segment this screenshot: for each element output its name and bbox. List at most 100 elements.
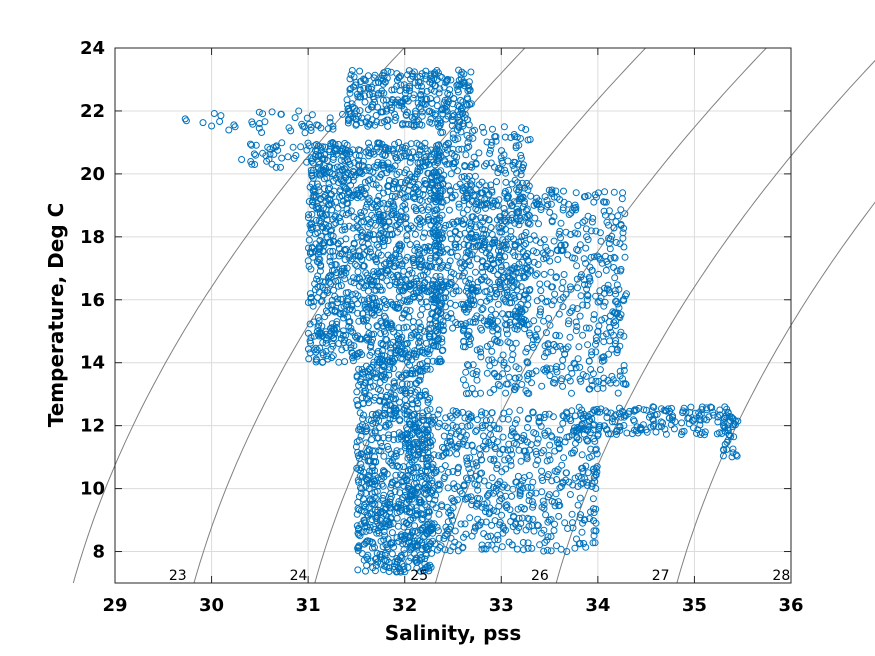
data-point xyxy=(329,125,337,133)
data-point xyxy=(406,181,414,189)
data-point xyxy=(425,350,433,358)
data-point xyxy=(400,324,408,332)
data-point xyxy=(501,217,509,225)
data-point xyxy=(401,340,409,348)
data-point xyxy=(455,200,463,208)
data-point xyxy=(413,331,421,339)
data-point xyxy=(420,162,428,170)
data-point xyxy=(380,189,387,197)
data-point xyxy=(453,81,461,89)
data-point xyxy=(314,330,322,338)
data-point xyxy=(503,326,510,334)
data-point xyxy=(295,107,303,115)
data-point xyxy=(340,271,348,279)
data-point xyxy=(330,164,338,172)
data-point xyxy=(454,86,462,94)
data-point xyxy=(588,218,596,226)
data-point xyxy=(416,196,424,204)
data-point xyxy=(365,253,373,261)
data-point xyxy=(326,238,334,246)
data-point xyxy=(475,149,483,157)
data-point xyxy=(315,321,323,329)
data-point xyxy=(379,80,387,88)
data-point xyxy=(572,189,580,197)
data-point xyxy=(461,186,469,193)
data-point xyxy=(487,306,495,314)
data-point xyxy=(339,146,347,154)
data-point xyxy=(341,275,349,283)
data-point xyxy=(462,320,470,328)
data-point xyxy=(405,270,412,278)
data-point xyxy=(304,329,312,337)
data-point xyxy=(433,102,441,110)
data-point xyxy=(364,287,372,295)
data-point xyxy=(326,247,334,255)
data-point xyxy=(361,303,369,311)
data-point xyxy=(401,89,409,97)
data-point xyxy=(342,171,350,179)
data-point xyxy=(403,232,411,240)
data-point xyxy=(508,277,515,285)
data-point xyxy=(430,195,438,202)
data-point xyxy=(522,266,530,274)
data-point xyxy=(600,207,608,215)
data-point xyxy=(400,309,408,317)
data-point xyxy=(347,327,355,335)
data-point xyxy=(535,197,543,205)
data-point xyxy=(373,258,380,266)
data-point xyxy=(427,95,434,103)
data-point xyxy=(353,262,361,270)
data-point xyxy=(345,318,353,326)
data-point xyxy=(413,139,421,147)
data-point xyxy=(311,188,319,196)
data-point xyxy=(317,151,325,159)
data-point xyxy=(309,193,317,201)
data-point xyxy=(506,321,514,329)
data-point xyxy=(398,262,406,270)
data-point xyxy=(517,237,525,245)
data-point xyxy=(531,214,539,222)
data-point xyxy=(485,356,493,364)
data-point xyxy=(615,285,623,293)
data-point xyxy=(370,236,378,243)
data-point xyxy=(348,302,356,310)
data-point xyxy=(421,176,429,184)
data-point xyxy=(553,246,561,254)
data-point xyxy=(410,203,418,211)
data-point xyxy=(350,213,358,221)
data-point xyxy=(374,207,382,215)
data-point xyxy=(559,206,567,214)
data-point xyxy=(468,385,476,392)
data-point xyxy=(339,327,347,335)
data-point xyxy=(556,342,564,350)
data-point xyxy=(395,293,403,301)
data-point xyxy=(456,180,464,188)
data-point xyxy=(432,317,440,325)
data-point xyxy=(439,248,447,256)
data-point xyxy=(443,196,451,204)
data-point xyxy=(442,141,450,149)
data-point xyxy=(365,139,372,147)
data-point xyxy=(469,134,477,142)
data-point xyxy=(599,332,607,340)
data-point xyxy=(416,337,424,345)
data-point xyxy=(449,134,457,142)
data-point xyxy=(425,332,433,340)
data-point xyxy=(330,252,338,260)
data-point xyxy=(327,271,335,279)
data-point xyxy=(455,287,463,295)
data-point xyxy=(418,87,426,95)
data-point xyxy=(424,197,432,205)
data-point xyxy=(369,180,377,188)
data-point xyxy=(414,165,422,173)
data-point xyxy=(503,330,511,338)
data-point xyxy=(394,339,402,347)
data-point xyxy=(600,356,608,364)
data-point xyxy=(418,346,426,354)
data-point xyxy=(327,324,334,332)
data-point xyxy=(393,214,401,222)
data-point xyxy=(377,330,385,337)
data-point xyxy=(497,267,505,275)
data-point xyxy=(393,184,401,192)
data-point xyxy=(511,252,519,260)
